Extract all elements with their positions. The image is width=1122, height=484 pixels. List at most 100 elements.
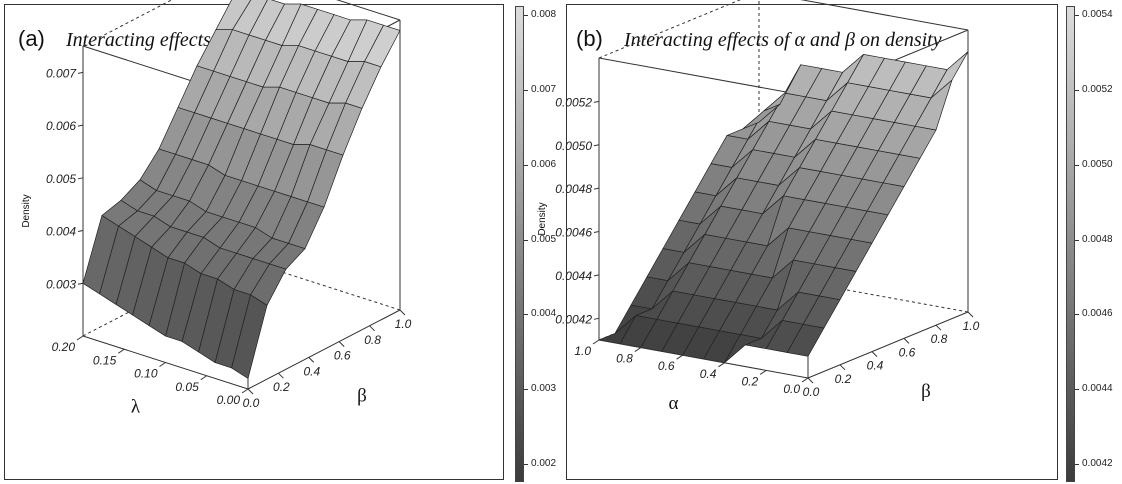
y-tick-mark <box>871 351 878 357</box>
y-tick-label: 1.0 <box>395 317 412 331</box>
y-tick-label: 0.2 <box>835 372 852 386</box>
x-tick-mark <box>634 347 642 353</box>
z-tick-label: 0.0050 <box>555 139 592 153</box>
z-tick-mark <box>77 282 84 285</box>
colorbar-tick-label: 0.005 <box>531 233 557 245</box>
y-tick-mark <box>807 377 814 384</box>
colorbar-b <box>1066 6 1075 482</box>
y-tick-mark <box>369 325 375 332</box>
z-tick-mark <box>593 231 600 234</box>
z-tick-mark <box>593 274 600 277</box>
z-tick-label: 0.0044 <box>555 269 592 283</box>
y-tick-mark <box>399 309 406 316</box>
surface-plot-a: 0.00 0.05 0.10 0.15 0.20 0.0 0.2 0.4 0.6 0.8 1.0 0.… <box>21 0 412 418</box>
y-tick-label: 0.6 <box>334 349 351 363</box>
z-tick-mark <box>77 230 84 233</box>
x-tick-mark <box>759 369 767 375</box>
x-tick-mark <box>117 348 125 354</box>
colorbar-tick-mark <box>524 464 528 466</box>
colorbar-tick-mark <box>1075 14 1079 16</box>
z-tick-label: 0.0052 <box>555 95 592 109</box>
colorbar-tick-label: 0.006 <box>531 158 557 170</box>
x-tick-label: 0.05 <box>175 380 199 394</box>
colorbar-tick-label: 0.0042 <box>1082 458 1113 470</box>
z-tick-mark <box>593 187 600 190</box>
x-tick-label: 0.15 <box>93 353 117 367</box>
x-tick-label: 1.0 <box>574 344 591 358</box>
z-tick-label: 0.005 <box>46 172 76 186</box>
colorbar-tick-mark <box>1075 239 1079 241</box>
y-tick-mark <box>308 357 315 363</box>
x-tick-mark <box>592 339 600 345</box>
colorbar-tick-label: 0.002 <box>531 458 557 470</box>
y-tick-label: 0.0 <box>803 385 820 399</box>
colorbar-tick-mark <box>524 239 528 241</box>
y-tick-mark <box>338 341 345 347</box>
colorbar-tick-mark <box>1075 89 1079 91</box>
z-tick-mark <box>77 177 84 180</box>
y-tick-label: 0.8 <box>364 333 381 347</box>
chart-title-b: Interacting effects of α and β on densit… <box>624 29 942 51</box>
x-tick-label: 0.20 <box>52 340 76 354</box>
z-tick-mark <box>77 124 84 127</box>
y-tick-mark <box>935 324 942 331</box>
y-tick-mark <box>278 372 284 379</box>
y-tick-label: 0.4 <box>867 359 884 373</box>
box-edge <box>807 311 969 379</box>
colorbar-tick-mark <box>1075 164 1079 166</box>
y-tick-label: 0.6 <box>899 345 916 359</box>
x-tick-mark <box>200 375 208 381</box>
x-tick-mark <box>241 388 249 394</box>
z-tick-label: 0.006 <box>46 119 76 133</box>
colorbar-tick-label: 0.0046 <box>1082 308 1113 320</box>
z-tick-label: 0.0042 <box>555 312 592 326</box>
z-axis-label: Density <box>537 202 548 235</box>
y-tick-label: 0.8 <box>931 332 948 346</box>
x-tick-label: 0.0 <box>783 382 800 396</box>
colorbar-tick-mark <box>524 89 528 91</box>
colorbar-tick-label: 0.0048 <box>1082 233 1113 245</box>
box-edge-hidden <box>598 0 741 59</box>
box-edge <box>336 0 401 21</box>
z-tick-label: 0.0048 <box>555 182 592 196</box>
surface-cell <box>248 0 285 41</box>
colorbar-tick-mark <box>1075 314 1079 316</box>
z-tick-mark <box>593 144 600 147</box>
x-tick-mark <box>676 354 683 360</box>
box-edge <box>247 309 401 390</box>
z-tick-label: 0.003 <box>46 277 76 291</box>
x-tick-mark <box>801 377 809 383</box>
z-tick-mark <box>593 317 600 320</box>
x-tick-mark <box>76 335 84 341</box>
z-axis-label: Density <box>21 194 32 227</box>
colorbar-tick-mark <box>1075 389 1079 391</box>
y-tick-mark <box>247 388 254 395</box>
x-tick-mark <box>159 362 166 367</box>
colorbar-tick-label: 0.0052 <box>1082 83 1113 95</box>
colorbar-tick-label: 0.0054 <box>1082 8 1113 20</box>
x-tick-label: 0.6 <box>658 359 675 373</box>
panel-tag-b: (b) <box>576 26 603 51</box>
x-axis-label: λ <box>131 397 141 418</box>
surface-cell <box>215 0 252 30</box>
y-axis-label: β <box>921 381 931 402</box>
colorbar-tick-label: 0.004 <box>531 308 557 320</box>
surface-cell <box>742 103 781 130</box>
z-tick-mark <box>77 71 84 74</box>
colorbar-tick-label: 0.008 <box>531 8 557 20</box>
box-edge <box>598 57 809 97</box>
colorbar-a <box>515 6 524 482</box>
y-tick-label: 0.2 <box>273 380 290 394</box>
colorbar-tick-mark <box>524 164 528 166</box>
y-tick-mark <box>839 364 846 371</box>
colorbar-tick-label: 0.0050 <box>1082 158 1113 170</box>
x-axis-label: α <box>669 393 679 414</box>
y-tick-mark <box>903 338 910 344</box>
x-tick-label: 0.00 <box>217 393 241 407</box>
z-tick-label: 0.004 <box>46 225 76 239</box>
surface-plot-b: 0.0 0.2 0.4 0.6 0.8 1.0 0.0 0.2 0.4 0.6 0.8 1.0 0.00… <box>537 0 980 414</box>
panel-b: (b) Interacting effects of α and β on de… <box>537 0 1122 484</box>
y-axis-label: β <box>357 386 367 407</box>
x-tick-mark <box>718 362 725 368</box>
box-edge <box>800 0 969 31</box>
